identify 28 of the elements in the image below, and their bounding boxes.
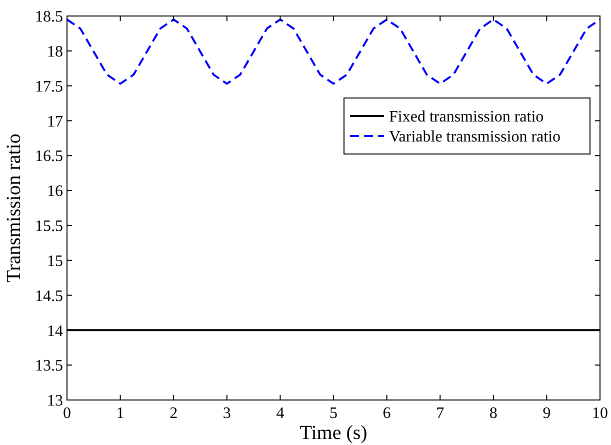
y-tick-label: 13.5 <box>35 358 63 375</box>
x-tick-label: 7 <box>436 405 444 422</box>
legend-label: Fixed transmission ratio <box>389 108 544 126</box>
y-tick-label: 16.5 <box>35 148 63 166</box>
y-tick-label: 17 <box>47 113 63 130</box>
y-tick-label: 17.5 <box>35 78 63 96</box>
x-axis-title: Time (s) <box>300 422 368 444</box>
x-tick-label: 3 <box>222 405 231 422</box>
x-tick-label: 8 <box>489 405 498 422</box>
y-tick-label: 18.5 <box>35 8 63 26</box>
x-tick-label: 9 <box>542 405 551 422</box>
x-tick-label: 10 <box>592 405 608 422</box>
y-axis-title: Transmission ratio <box>3 134 25 282</box>
x-tick-label: 6 <box>382 405 391 422</box>
y-tick-label: 18 <box>47 44 63 61</box>
line-series <box>66 18 601 85</box>
legend-label: Variable transmission ratio <box>389 128 561 146</box>
y-tick-label: 13 <box>47 392 63 410</box>
y-tick-label: 14.5 <box>35 288 63 305</box>
y-tick-label: 15 <box>47 252 63 270</box>
y-tick-label: 16 <box>47 183 63 200</box>
y-tick-label: 15.5 <box>35 218 63 236</box>
x-tick-label: 2 <box>170 405 178 422</box>
y-tick-label: 14 <box>47 322 63 340</box>
x-tick-label: 4 <box>276 405 284 422</box>
x-tick-label: 5 <box>330 405 338 422</box>
x-tick-label: 1 <box>116 405 124 422</box>
x-tick-label: 0 <box>63 405 71 422</box>
